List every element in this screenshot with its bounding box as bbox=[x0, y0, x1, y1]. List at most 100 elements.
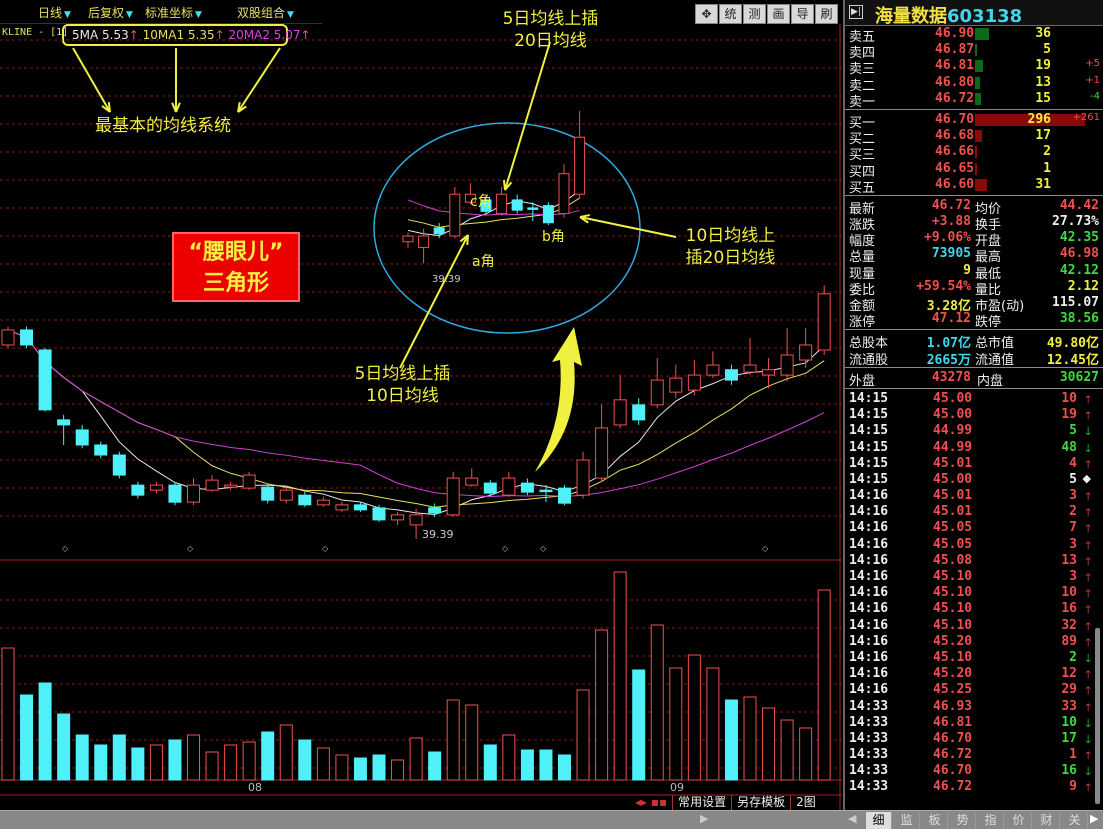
tick-time: 14:16 bbox=[849, 617, 889, 633]
volume-bar bbox=[539, 749, 553, 781]
stat-value: +59.54% bbox=[916, 278, 971, 294]
orderbook-row: 卖一 46.72 15 -4 bbox=[845, 90, 1103, 110]
month-label: 08 bbox=[248, 781, 262, 794]
volume-bar bbox=[799, 727, 813, 781]
orderbook-row: 卖二 46.80 13 +1 bbox=[845, 75, 1103, 94]
export-button[interactable]: 导 bbox=[791, 4, 814, 24]
tick-time: 14:15 bbox=[849, 407, 889, 423]
move-icon[interactable]: ✥ bbox=[695, 4, 718, 24]
volume-bar bbox=[502, 734, 516, 781]
stat-value: 38.56 bbox=[1059, 311, 1099, 327]
scroll-right-icon[interactable]: ▶ bbox=[700, 812, 709, 825]
axis-dropdown[interactable]: 标准坐标 ▼ bbox=[145, 4, 202, 21]
stat-row: 涨跌 +3.88 换手 27.73% bbox=[845, 214, 1103, 233]
level-price: 46.72 bbox=[935, 90, 975, 106]
volume-bar bbox=[391, 759, 405, 781]
level-volume: 296 bbox=[1027, 111, 1051, 127]
candle bbox=[428, 507, 442, 514]
tick-row: 14:33 46.81 10 🡓 bbox=[845, 715, 1103, 731]
candle bbox=[261, 486, 275, 501]
common-settings-button[interactable]: 常用设置 bbox=[672, 795, 731, 810]
annotation-line: 5日均线上插 bbox=[502, 9, 599, 29]
ma5-value: 5MA 5.53 bbox=[72, 28, 129, 42]
tick-price: 45.25 bbox=[933, 682, 973, 698]
volume-bar bbox=[762, 707, 776, 781]
draw-button[interactable]: 画 bbox=[767, 4, 790, 24]
stat-label: 现量 bbox=[849, 266, 876, 282]
measure-button[interactable]: 测 bbox=[743, 4, 766, 24]
save-template-button[interactable]: 另存模板 bbox=[731, 795, 790, 810]
candle bbox=[20, 329, 34, 346]
tick-row: 14:16 45.10 16 🡑 bbox=[845, 601, 1103, 617]
level-label: 卖二 bbox=[849, 78, 876, 94]
tick-scrollbar[interactable] bbox=[1095, 628, 1100, 804]
stat-value: 73905 bbox=[931, 246, 971, 262]
volume-bar bbox=[975, 28, 990, 40]
inset-candle bbox=[418, 235, 430, 248]
volume-bar bbox=[131, 747, 145, 781]
volume-bar bbox=[1, 647, 15, 781]
stats-list: 最新 46.72 均价 44.42 涨跌 +3.88 换手 27.73% 幅度 +9… bbox=[845, 198, 1103, 330]
bottom-tab[interactable]: 细 bbox=[866, 812, 892, 829]
bottom-tab[interactable]: 关 bbox=[1062, 812, 1088, 829]
candle bbox=[75, 429, 89, 446]
inset-candle bbox=[574, 136, 586, 195]
candle bbox=[483, 482, 497, 494]
level-volume: 31 bbox=[1035, 176, 1051, 192]
bottom-tab[interactable]: 指 bbox=[978, 812, 1004, 829]
period-dropdown[interactable]: 日线 ▼ bbox=[38, 4, 71, 21]
tick-time: 14:33 bbox=[849, 698, 889, 714]
volume-bar bbox=[465, 704, 479, 781]
level-change: -4 bbox=[1090, 90, 1100, 102]
stat-label: 幅度 bbox=[849, 234, 876, 250]
level-volume: 19 bbox=[1035, 58, 1051, 74]
level-price: 46.68 bbox=[935, 128, 975, 144]
tab-scroll-right-icon[interactable]: ▶ bbox=[1090, 812, 1099, 825]
refresh-button[interactable]: 刷 bbox=[815, 4, 838, 24]
kline-chart[interactable]: ◇ ◇ ◇ ◇ ◇ ◇ bbox=[0, 0, 842, 810]
low-price-label: 39.39 bbox=[422, 528, 454, 541]
tick-list[interactable]: 14:15 45.00 10 🡑 14:15 45.00 19 🡑 14:15 44… bbox=[845, 391, 1103, 796]
volume-bar bbox=[975, 113, 1085, 126]
stat-row: 总股本 1.07亿 总市值 49.80亿 bbox=[845, 332, 1103, 351]
tick-time: 14:16 bbox=[849, 682, 889, 698]
stat-value: +9.06% bbox=[924, 230, 971, 246]
tick-price: 44.99 bbox=[933, 439, 973, 455]
orderbook-row: 买二 46.68 17 bbox=[845, 128, 1103, 147]
volume-bar bbox=[20, 694, 34, 781]
stats-button[interactable]: 统 bbox=[719, 4, 742, 24]
volume-bar bbox=[520, 749, 534, 781]
tick-time: 14:15 bbox=[849, 439, 889, 455]
two-chart-button[interactable]: 2图 bbox=[790, 795, 821, 810]
level-volume: 15 bbox=[1035, 90, 1051, 106]
volume-bar bbox=[975, 76, 981, 89]
tick-row: 14:16 45.10 3 🡑 bbox=[845, 569, 1103, 585]
adjust-dropdown[interactable]: 后复权 ▼ bbox=[88, 4, 133, 21]
scroll-arrows-icon[interactable]: ◂▸ ▪▪ bbox=[635, 795, 668, 809]
tab-scroll-left-icon[interactable]: ◀ bbox=[848, 812, 857, 825]
panel-toggle-icon[interactable]: ▶| bbox=[849, 5, 863, 19]
tick-time: 14:16 bbox=[849, 666, 889, 682]
bottom-tab[interactable]: 价 bbox=[1006, 812, 1032, 829]
candle bbox=[576, 459, 590, 496]
volume-bar bbox=[576, 689, 590, 781]
stat-value: 46.98 bbox=[1059, 246, 1099, 262]
tick-row: 14:33 46.70 16 🡓 bbox=[845, 763, 1103, 779]
tick-time: 14:16 bbox=[849, 488, 889, 504]
bottom-tab[interactable]: 势 bbox=[950, 812, 976, 829]
annotation-line: 5日均线上插 bbox=[354, 364, 451, 384]
combo-dropdown[interactable]: 双股组合 ▼ bbox=[237, 4, 294, 21]
bottom-tab[interactable]: 板 bbox=[922, 812, 948, 829]
candle bbox=[391, 514, 405, 521]
bottom-tab[interactable]: 监 bbox=[894, 812, 920, 829]
bottom-tab[interactable]: 财 bbox=[1034, 812, 1060, 829]
axis-label: 标准坐标 bbox=[145, 6, 194, 20]
annotation-line: 插20日均线 bbox=[685, 248, 776, 268]
candle bbox=[353, 504, 367, 511]
down-arrow-icon: 🡓 bbox=[1085, 425, 1091, 439]
ma5-line bbox=[7, 329, 825, 515]
chart-tools: ✥ 统 测 画 导 刷 bbox=[695, 4, 839, 26]
dropdown-arrow-icon: ▼ bbox=[126, 10, 133, 20]
stat-value: 47.12 bbox=[931, 311, 971, 327]
stat-label: 委比 bbox=[849, 282, 876, 298]
